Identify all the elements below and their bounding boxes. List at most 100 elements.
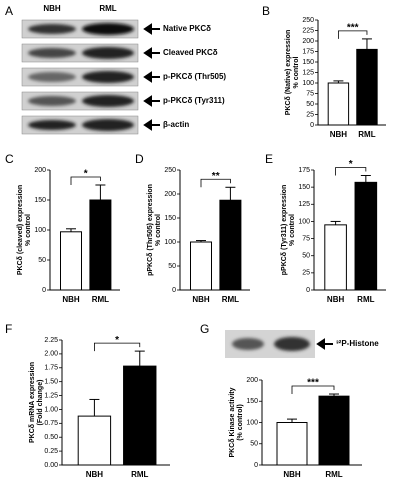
bar — [356, 48, 378, 126]
y-tick-label: 150 — [302, 59, 314, 66]
y-tick-label: 75 — [302, 235, 310, 242]
bar — [190, 241, 212, 291]
blot-band — [28, 96, 76, 106]
blot-band — [82, 119, 134, 131]
y-tick-label: 100 — [246, 419, 258, 426]
y-axis-label: % control — [289, 214, 296, 246]
x-tick-label: NBH — [62, 295, 80, 304]
blot-label: p-PKCδ (Tyr311) — [163, 96, 225, 105]
y-axis-label: % control — [25, 214, 32, 246]
blot-band — [82, 95, 134, 107]
x-tick-label: NBH — [283, 470, 301, 479]
y-tick-label: 50 — [38, 257, 46, 264]
x-tick-label: RML — [325, 470, 342, 479]
y-tick-label: 0 — [172, 287, 176, 294]
blot-band — [28, 24, 76, 34]
blot-label: ³²P-Histone — [336, 339, 379, 348]
y-tick-label: 150 — [34, 197, 46, 204]
y-tick-label: 25 — [302, 270, 310, 277]
panel-letter: B — [262, 4, 270, 18]
y-tick-label: 0.00 — [44, 462, 58, 469]
blot-band — [28, 72, 76, 82]
y-tick-label: 50 — [250, 441, 258, 448]
y-tick-label: 200 — [246, 377, 258, 384]
y-axis-label: (Fold change) — [37, 380, 44, 426]
kinase-blot: ³²P-Histone — [225, 330, 379, 358]
blot-label: Cleaved PKCδ — [163, 48, 218, 57]
y-axis-label: PKCδ mRNA expression — [29, 362, 36, 443]
blot-label: β-actin — [163, 120, 189, 129]
bar — [77, 415, 112, 466]
panel-letter: A — [5, 4, 13, 18]
x-tick-label: RML — [357, 295, 374, 304]
blot-band — [82, 23, 134, 35]
bar — [219, 199, 242, 291]
bar — [123, 365, 157, 466]
blot-band — [232, 338, 264, 350]
y-tick-label: 100 — [298, 218, 310, 225]
y-tick-label: 175 — [298, 167, 310, 174]
y-tick-label: 1.00 — [44, 406, 58, 413]
x-tick-label: RML — [222, 295, 239, 304]
panel-letter: D — [135, 152, 144, 166]
x-tick-label: NBH — [86, 470, 104, 479]
significance-label: * — [115, 335, 119, 346]
arrow — [143, 71, 160, 83]
blot-band — [28, 48, 76, 58]
y-axis-label: % control — [155, 214, 162, 246]
y-tick-label: 225 — [302, 27, 314, 34]
arrow — [143, 95, 160, 107]
y-tick-label: 1.25 — [44, 392, 58, 399]
y-tick-label: 0 — [42, 287, 46, 294]
y-axis-label: % control — [293, 57, 300, 89]
y-tick-label: 1.50 — [44, 379, 58, 386]
bar — [324, 224, 347, 291]
y-axis-label: pPKCδ (Tyr311) expression — [281, 185, 288, 275]
arrow — [143, 119, 160, 131]
y-axis-label: PKCδ (cleaved) expression — [17, 185, 24, 275]
y-tick-label: 250 — [302, 17, 314, 24]
y-tick-label: 50 — [168, 263, 176, 270]
y-tick-label: 2.00 — [44, 351, 58, 358]
y-tick-label: 200 — [302, 38, 314, 45]
arrow — [316, 338, 333, 350]
y-tick-label: 150 — [246, 398, 258, 405]
lane-label: NBH — [43, 4, 61, 13]
y-tick-label: 150 — [164, 215, 176, 222]
y-tick-label: 125 — [298, 201, 310, 208]
y-tick-label: 50 — [306, 101, 314, 108]
x-tick-label: NBH — [192, 295, 210, 304]
y-tick-label: 25 — [306, 111, 314, 118]
y-tick-label: 0.50 — [44, 434, 58, 441]
panel-letter: E — [265, 152, 273, 166]
y-tick-label: 50 — [302, 253, 310, 260]
y-axis-label: PKCδ Kinase activity — [229, 387, 236, 457]
y-axis-label: PKCδ (Native) expression — [285, 30, 292, 116]
bar — [354, 181, 378, 291]
blot-band — [82, 71, 134, 83]
bar — [89, 199, 112, 291]
significance-bracket — [200, 178, 231, 188]
significance-bracket — [94, 342, 141, 352]
y-tick-label: 250 — [164, 167, 176, 174]
blot-label: Native PKCδ — [163, 24, 211, 33]
blot-label: p-PKCδ (Thr505) — [163, 72, 226, 81]
y-tick-label: 75 — [306, 90, 314, 97]
blot-band — [82, 47, 134, 59]
y-tick-label: 125 — [302, 69, 314, 76]
lane-label: RML — [99, 4, 116, 13]
significance-label: * — [349, 159, 353, 170]
y-tick-label: 150 — [298, 184, 310, 191]
y-axis-label: pPKCδ (Thr505) expression — [147, 184, 154, 276]
significance-label: *** — [347, 23, 359, 34]
y-tick-label: 0 — [254, 462, 258, 469]
y-tick-label: 0.25 — [44, 448, 58, 455]
panel-letter: C — [5, 152, 14, 166]
panel-letter: G — [200, 322, 209, 336]
significance-bracket — [338, 30, 368, 39]
y-tick-label: 100 — [302, 80, 314, 87]
y-tick-label: 0 — [306, 287, 310, 294]
y-tick-label: 0 — [310, 122, 314, 129]
y-tick-label: 1.75 — [44, 365, 58, 372]
